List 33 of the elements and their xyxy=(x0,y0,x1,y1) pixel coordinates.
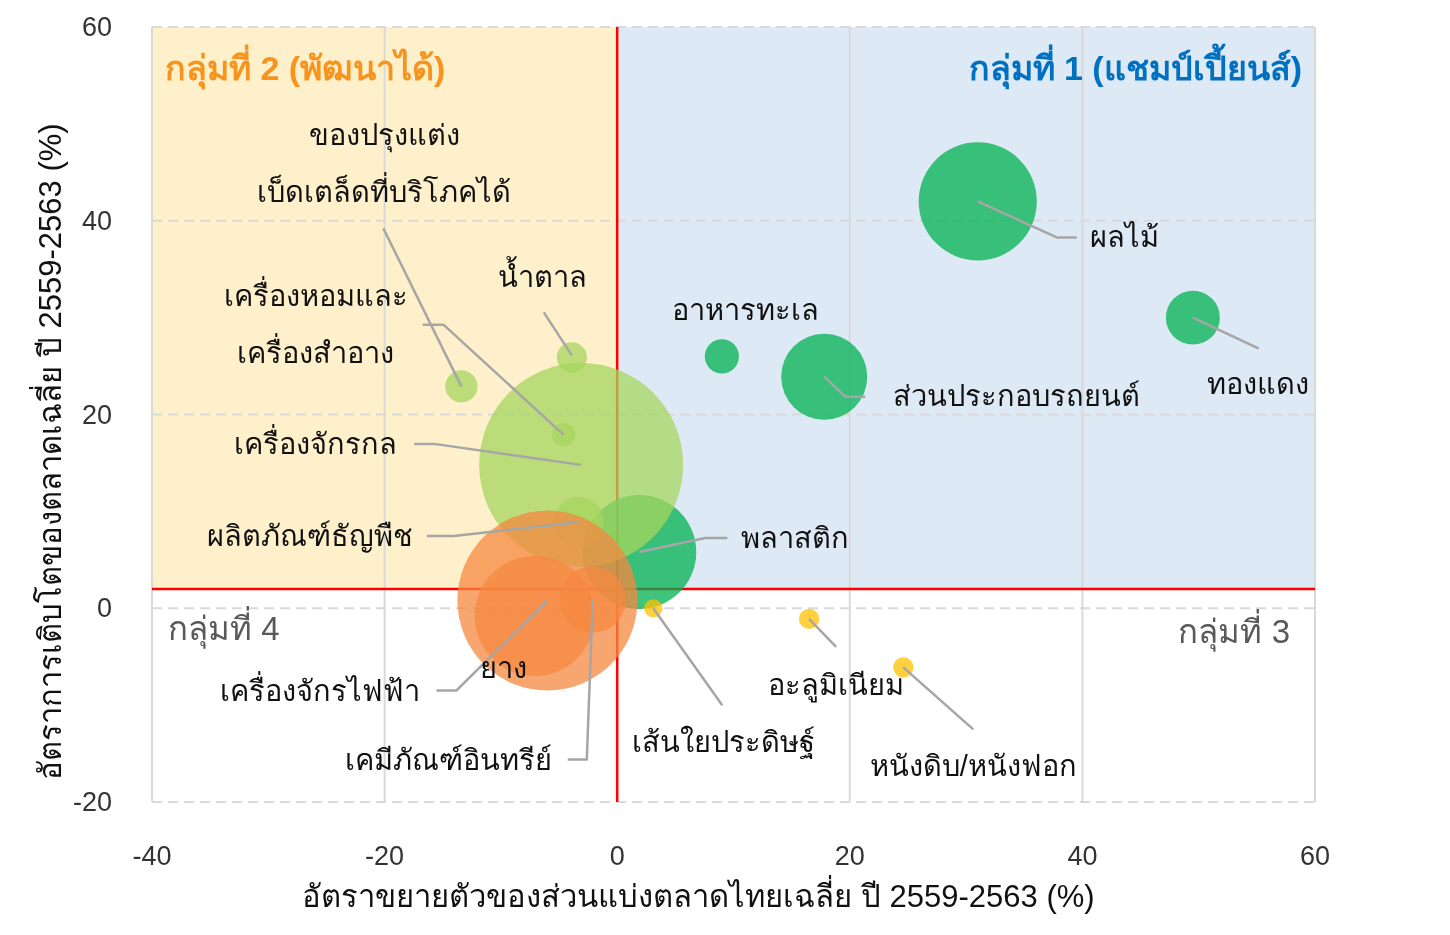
annotation: ของปรุงแต่ง เบ็ดเตล็ดที่บริโภคได้ xyxy=(257,119,512,209)
annotation: เครื่องหอมและ เครื่องสำอาง xyxy=(223,275,408,369)
y-tick-label: 40 xyxy=(81,205,112,236)
annotation: ทองแดง xyxy=(1206,367,1309,400)
annotation: ส่วนประกอบรถยนต์ xyxy=(893,379,1141,412)
x-tick-label: -20 xyxy=(365,841,405,871)
annotation: เคมีภัณฑ์อินทรีย์ xyxy=(344,743,552,776)
annotation: อะลูมิเนียม xyxy=(768,668,905,703)
annotation: หนังดิบ/หนังฟอก xyxy=(869,750,1077,783)
annotation: เครื่องจักรกล xyxy=(234,423,398,460)
y-tick-label: 20 xyxy=(81,399,112,430)
x-axis-title: อัตราขยายตัวของส่วนแบ่งตลาดไทยเฉลี่ย ปี 2559-2563 (%) xyxy=(302,874,1095,914)
annotation: ยาง xyxy=(480,652,528,684)
band-label: กลุ่มที่ 2 (พัฒนาได้) xyxy=(165,44,446,90)
annotation: ผลิตภัณฑ์ธัญพืช xyxy=(206,520,413,554)
x-tick-label: 60 xyxy=(1299,841,1331,871)
annotation: พลาสติก xyxy=(741,522,850,555)
annotation: กลุ่มที่ 3 xyxy=(1178,608,1290,652)
annotation: อาหารทะเล xyxy=(672,294,820,327)
annotation: ผลไม้ xyxy=(1089,220,1159,254)
x-tick-label: 40 xyxy=(1067,841,1098,871)
y-tick-label: 60 xyxy=(81,12,112,42)
x-tick-label: 0 xyxy=(609,841,625,871)
y-axis-title: อัตราการเติบโตของตลาดเฉลี่ย ปี 2559-2563 (%) xyxy=(28,123,68,780)
band-label: กลุ่มที่ 1 (แชมป์เปี้ยนส์) xyxy=(968,43,1302,90)
annotation: กลุ่มที่ 4 xyxy=(168,605,280,649)
annotation: เครื่องจักรไฟฟ้า xyxy=(220,670,421,707)
annotation: น้ำตาล xyxy=(498,256,588,294)
y-tick-label: -20 xyxy=(72,787,112,817)
y-tick-label: 0 xyxy=(96,593,112,624)
annotation: เส้นใยประดิษฐ์ xyxy=(631,725,815,761)
x-tick-label: -40 xyxy=(132,841,172,871)
x-tick-label: 20 xyxy=(834,841,865,871)
